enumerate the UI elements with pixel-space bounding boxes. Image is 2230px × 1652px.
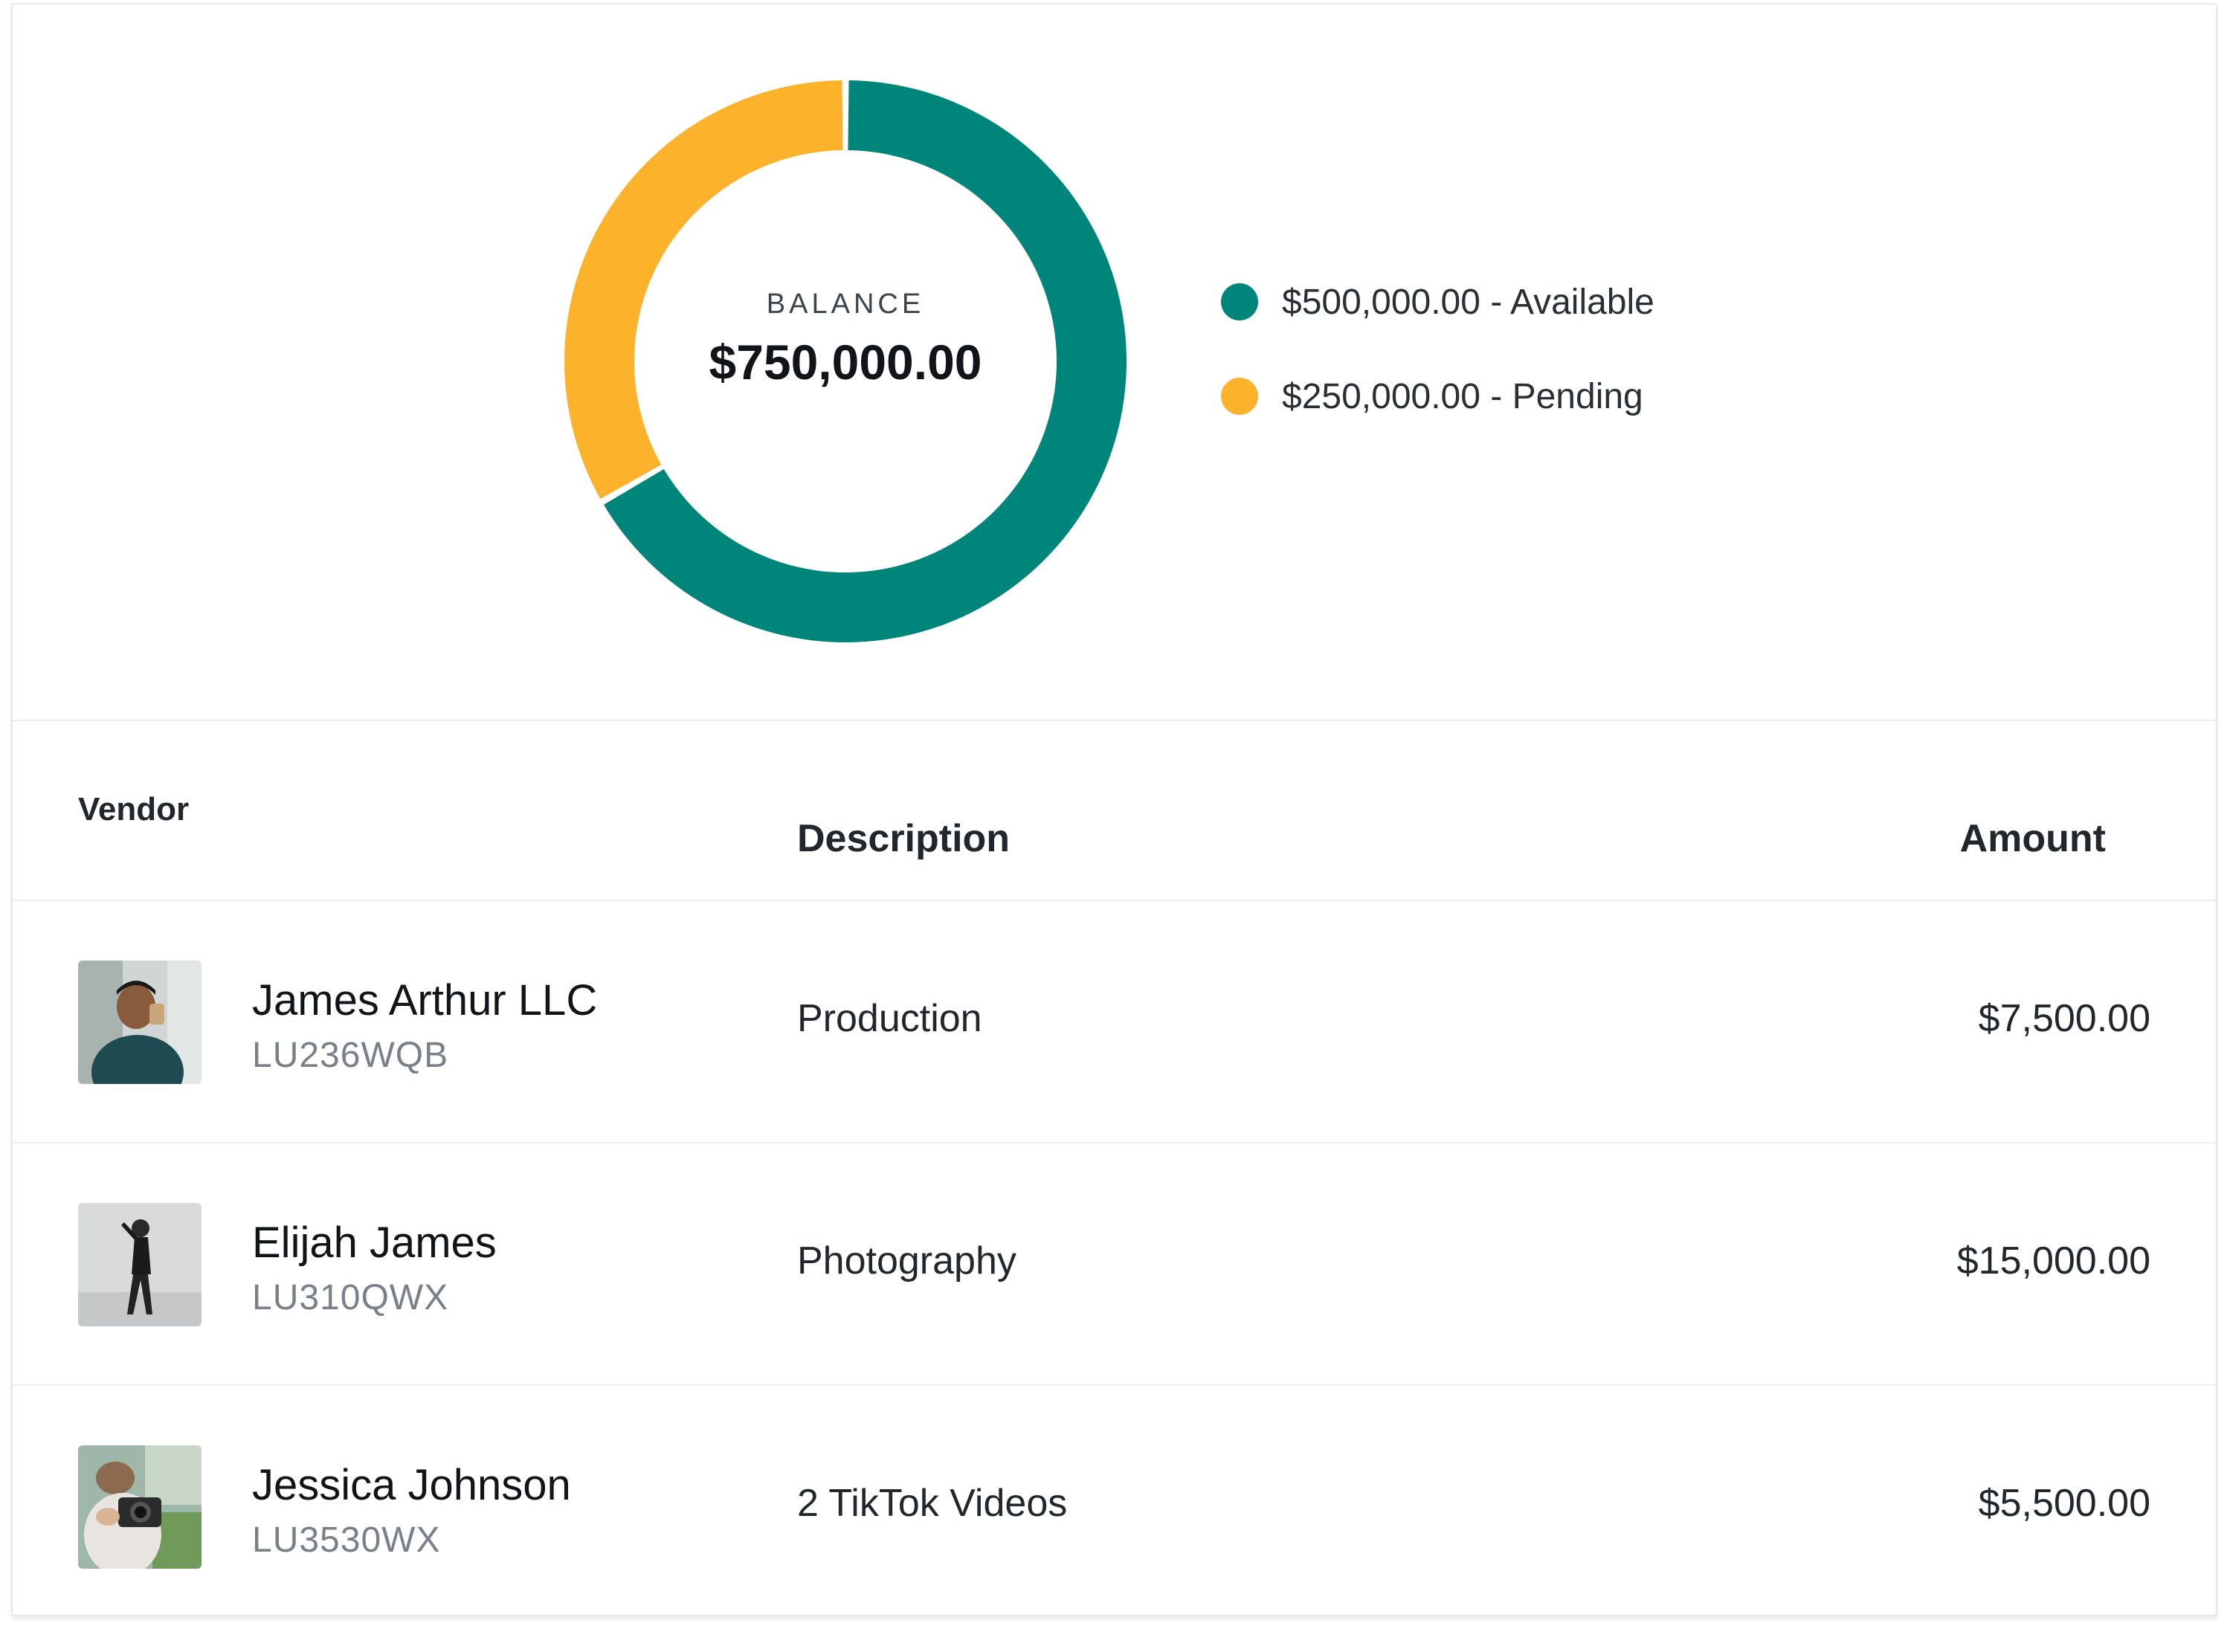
legend-label-pending: $250,000.00 - Pending (1282, 376, 1643, 416)
avatar (78, 961, 202, 1084)
table-row[interactable]: Elijah James LU310QWX Photography $15,00… (13, 1143, 2216, 1386)
column-header-amount[interactable]: Amount (1959, 817, 2106, 860)
row-amount: $7,500.00 (1978, 997, 2150, 1040)
vendor-code: LU3530WX (252, 1520, 441, 1560)
vendor-code: LU310QWX (252, 1278, 449, 1317)
avatar (78, 1203, 202, 1326)
balance-chart-section: BALANCE $750,000.00 $500,000.00 - Availa… (13, 4, 2216, 721)
row-amount: $5,500.00 (1978, 1482, 2150, 1525)
balance-donut-chart (564, 80, 1127, 642)
transactions-table: Vendor Description Amount James Arthur L… (13, 721, 2216, 1615)
legend-dot-pending (1221, 378, 1258, 415)
legend-label-available: $500,000.00 - Available (1282, 282, 1654, 322)
table-header: Vendor Description Amount (13, 721, 2216, 901)
chart-legend: $500,000.00 - Available $250,000.00 - Pe… (1221, 280, 1654, 468)
vendor-code: LU236WQB (252, 1036, 449, 1075)
balance-card: BALANCE $750,000.00 $500,000.00 - Availa… (11, 3, 2217, 1616)
row-description: Production (797, 997, 982, 1040)
avatar (78, 1445, 202, 1569)
table-row[interactable]: Jessica Johnson LU3530WX 2 TikTok Videos… (13, 1386, 2216, 1615)
row-description: Photography (797, 1239, 1016, 1282)
column-header-vendor[interactable]: Vendor (78, 791, 190, 827)
donut-slice-pending[interactable] (564, 80, 843, 500)
legend-item-available: $500,000.00 - Available (1221, 280, 1654, 324)
row-amount: $15,000.00 (1956, 1239, 2150, 1282)
vendor-name: James Arthur LLC (252, 976, 598, 1025)
column-header-description[interactable]: Description (797, 817, 1011, 860)
vendor-photo-icon (78, 1445, 202, 1569)
table-row[interactable]: James Arthur LLC LU236WQB Production $7,… (13, 901, 2216, 1143)
vendor-name: Jessica Johnson (252, 1461, 571, 1509)
vendor-name: Elijah James (252, 1219, 497, 1267)
vendor-photo-icon (78, 1203, 202, 1326)
legend-item-pending: $250,000.00 - Pending (1221, 374, 1654, 419)
legend-dot-available (1221, 283, 1258, 320)
vendor-photo-icon (78, 961, 202, 1084)
row-description: 2 TikTok Videos (797, 1482, 1068, 1525)
